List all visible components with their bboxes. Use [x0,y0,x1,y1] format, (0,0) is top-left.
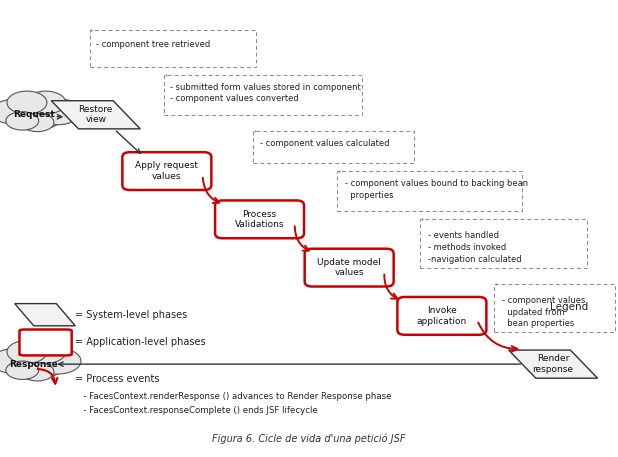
FancyBboxPatch shape [397,297,486,335]
Bar [420,219,587,268]
Text: Response: Response [9,360,59,369]
Bar [253,131,414,163]
Text: - FacesContext.responseComplete () ends JSF lifecycle: - FacesContext.responseComplete () ends … [75,406,318,415]
Text: = Application-level phases: = Application-level phases [75,337,205,347]
Text: Request: Request [13,110,55,119]
Ellipse shape [26,91,66,114]
Text: Figura 6. Cicle de vida d'una petició JSF: Figura 6. Cicle de vida d'una petició JS… [212,434,406,444]
Ellipse shape [0,100,34,124]
Ellipse shape [7,340,47,363]
Ellipse shape [26,340,66,363]
Text: - component values calculated: - component values calculated [260,139,389,148]
Text: - component values
  updated from
  bean properties: - component values updated from bean pro… [502,296,585,329]
Bar [337,171,522,211]
Text: - component tree retrieved: - component tree retrieved [96,40,210,49]
FancyBboxPatch shape [122,152,211,190]
Text: Update model
values: Update model values [317,258,381,277]
Bar [90,30,256,67]
Text: - component values bound to backing bean
  properties: - component values bound to backing bean… [345,179,528,200]
FancyBboxPatch shape [20,329,72,356]
FancyBboxPatch shape [305,249,394,287]
Bar [164,74,362,115]
Text: - FacesContext.renderResponse () advances to Render Response phase: - FacesContext.renderResponse () advance… [75,392,391,401]
Text: Restore
view: Restore view [78,105,113,124]
Text: Process
Validations: Process Validations [235,210,284,229]
Ellipse shape [0,349,34,373]
Ellipse shape [4,349,64,379]
Text: Apply request
values: Apply request values [135,161,198,181]
Text: Render
response: Render response [533,355,574,374]
Ellipse shape [34,99,81,125]
Text: = System-level phases: = System-level phases [75,310,187,320]
Ellipse shape [6,361,39,379]
Text: = Process events: = Process events [75,374,159,384]
Text: Invoke
application: Invoke application [417,306,467,325]
FancyBboxPatch shape [215,201,304,238]
Ellipse shape [34,348,81,374]
Polygon shape [15,303,75,326]
Ellipse shape [7,91,47,114]
Ellipse shape [21,362,54,381]
Ellipse shape [6,112,39,130]
Text: - submitted form values stored in component
- component values converted: - submitted form values stored in compon… [170,83,361,103]
Text: Legend: Legend [549,303,588,312]
Polygon shape [509,350,598,378]
Ellipse shape [21,113,54,132]
Polygon shape [51,101,140,129]
Text: - events handled
- methods invoked
-navigation calculated: - events handled - methods invoked -navi… [428,231,521,264]
Bar [494,284,615,332]
Ellipse shape [4,100,64,130]
